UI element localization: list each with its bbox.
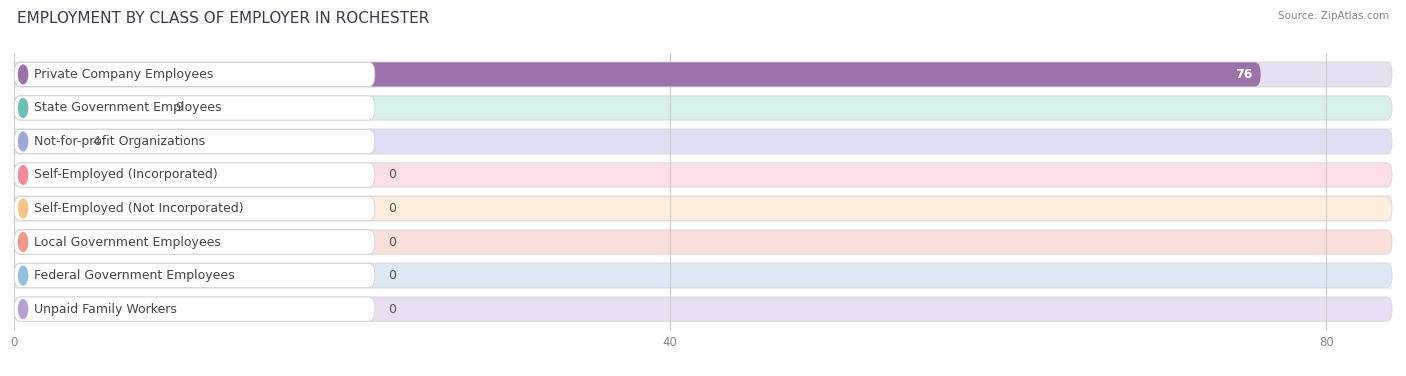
Circle shape bbox=[18, 99, 28, 117]
FancyBboxPatch shape bbox=[14, 196, 375, 221]
FancyBboxPatch shape bbox=[14, 196, 1392, 221]
Text: Private Company Employees: Private Company Employees bbox=[34, 68, 214, 81]
Text: 0: 0 bbox=[388, 168, 396, 182]
FancyBboxPatch shape bbox=[14, 297, 1392, 321]
Circle shape bbox=[18, 199, 28, 218]
Text: 76: 76 bbox=[1234, 68, 1253, 81]
Circle shape bbox=[18, 300, 28, 318]
FancyBboxPatch shape bbox=[14, 230, 375, 254]
FancyBboxPatch shape bbox=[14, 297, 375, 321]
Text: 0: 0 bbox=[388, 235, 396, 249]
FancyBboxPatch shape bbox=[14, 230, 1392, 254]
Circle shape bbox=[18, 233, 28, 252]
FancyBboxPatch shape bbox=[14, 163, 375, 187]
Bar bbox=[14, 195, 1392, 222]
Text: 0: 0 bbox=[388, 202, 396, 215]
FancyBboxPatch shape bbox=[14, 129, 1392, 153]
FancyBboxPatch shape bbox=[14, 264, 375, 288]
Bar bbox=[14, 61, 1392, 88]
FancyBboxPatch shape bbox=[14, 96, 1392, 120]
FancyBboxPatch shape bbox=[14, 62, 375, 86]
Bar bbox=[14, 162, 1392, 188]
Circle shape bbox=[18, 266, 28, 285]
Text: Self-Employed (Incorporated): Self-Employed (Incorporated) bbox=[34, 168, 218, 182]
FancyBboxPatch shape bbox=[14, 129, 80, 153]
Text: Local Government Employees: Local Government Employees bbox=[34, 235, 221, 249]
Text: Source: ZipAtlas.com: Source: ZipAtlas.com bbox=[1278, 11, 1389, 21]
Bar bbox=[14, 229, 1392, 255]
Text: 0: 0 bbox=[388, 303, 396, 315]
Text: 9: 9 bbox=[174, 102, 183, 114]
Text: EMPLOYMENT BY CLASS OF EMPLOYER IN ROCHESTER: EMPLOYMENT BY CLASS OF EMPLOYER IN ROCHE… bbox=[17, 11, 429, 26]
Bar bbox=[14, 94, 1392, 121]
FancyBboxPatch shape bbox=[14, 96, 162, 120]
FancyBboxPatch shape bbox=[14, 129, 375, 153]
Text: Federal Government Employees: Federal Government Employees bbox=[34, 269, 235, 282]
Bar bbox=[14, 128, 1392, 155]
Text: 4: 4 bbox=[93, 135, 101, 148]
Text: Unpaid Family Workers: Unpaid Family Workers bbox=[34, 303, 177, 315]
FancyBboxPatch shape bbox=[14, 62, 1261, 86]
Text: State Government Employees: State Government Employees bbox=[34, 102, 221, 114]
Circle shape bbox=[18, 165, 28, 184]
FancyBboxPatch shape bbox=[14, 96, 375, 120]
Bar bbox=[14, 296, 1392, 323]
Text: Self-Employed (Not Incorporated): Self-Employed (Not Incorporated) bbox=[34, 202, 243, 215]
Circle shape bbox=[18, 132, 28, 151]
Bar bbox=[14, 262, 1392, 289]
FancyBboxPatch shape bbox=[14, 62, 1392, 86]
FancyBboxPatch shape bbox=[14, 264, 1392, 288]
Circle shape bbox=[18, 65, 28, 84]
FancyBboxPatch shape bbox=[14, 163, 1392, 187]
Text: 0: 0 bbox=[388, 269, 396, 282]
Text: Not-for-profit Organizations: Not-for-profit Organizations bbox=[34, 135, 205, 148]
